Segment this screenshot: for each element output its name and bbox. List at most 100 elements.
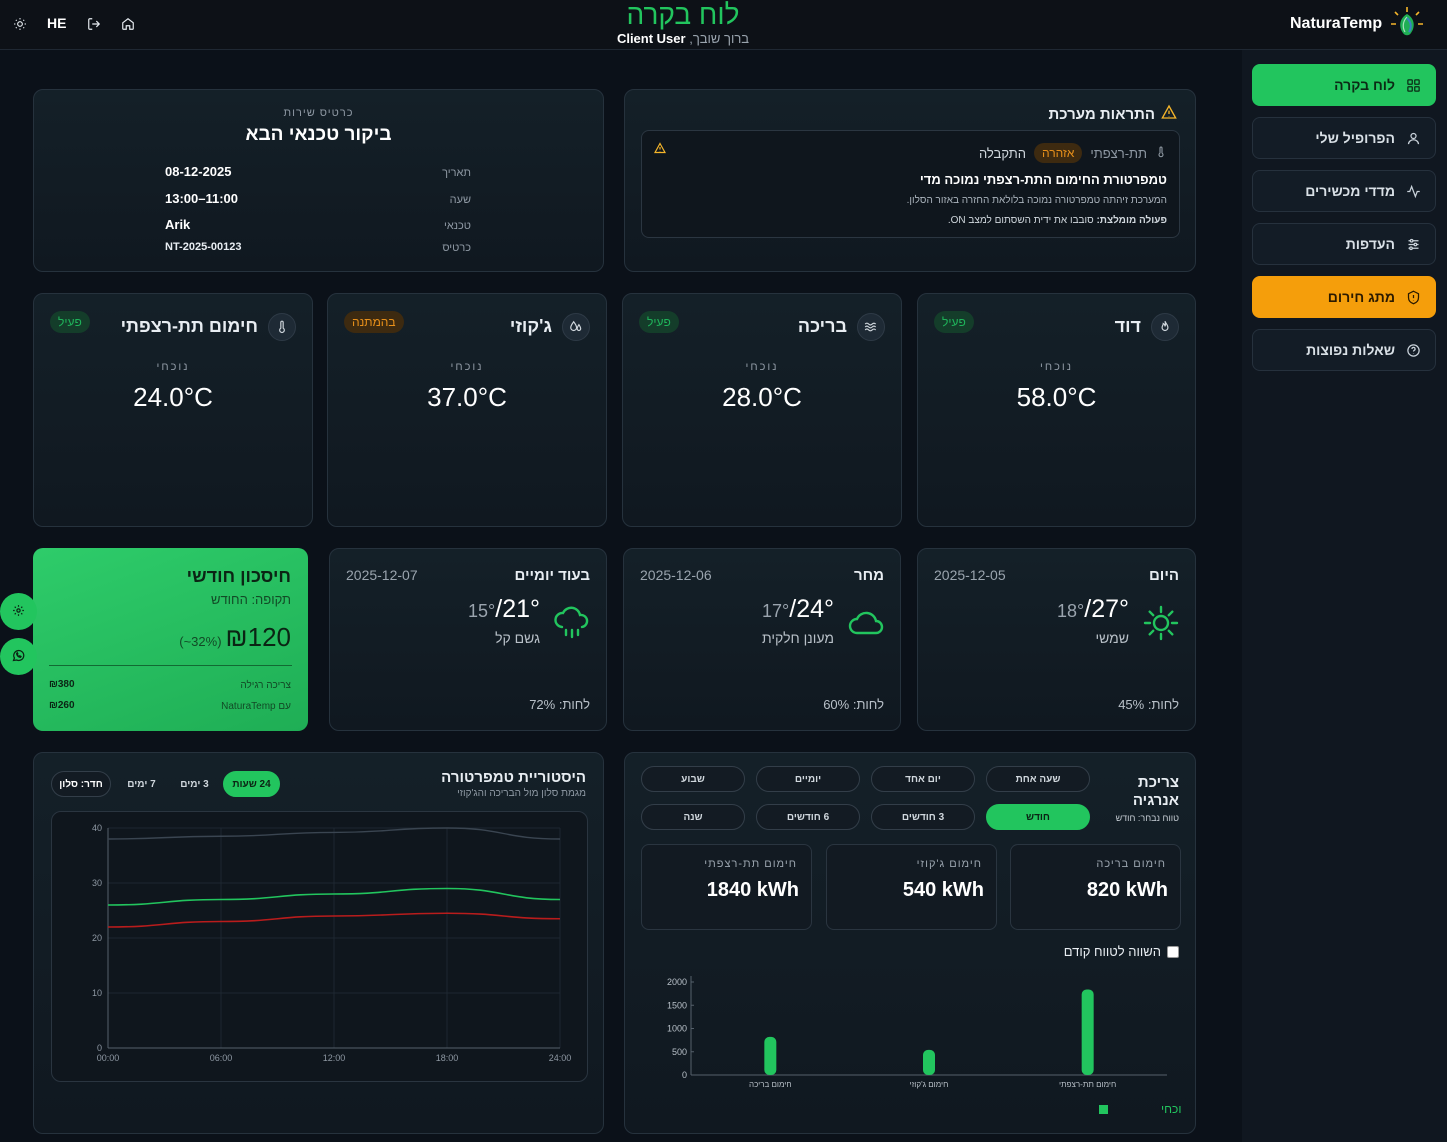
current-label: נוכחי (450, 361, 484, 373)
sidebar-item-label: הפרופיל שלי (1315, 130, 1395, 146)
range-week-button[interactable]: שבוע (641, 766, 745, 792)
brand-logo (1388, 5, 1426, 43)
range-3d-button[interactable]: 3 ימים (180, 778, 209, 790)
sun-icon[interactable] (10, 14, 30, 34)
language-toggle[interactable]: HE (47, 15, 67, 31)
whatsapp-icon (11, 648, 26, 666)
sun-icon (1141, 603, 1181, 643)
cloud-icon (846, 603, 886, 643)
savings-title: חיסכון חודשי (186, 566, 291, 586)
y-tick-label: 0 (97, 1043, 102, 1053)
status-badge: פעיל (50, 311, 90, 333)
alert-description: המערכת זיהתה טמפרטורה נמוכה בלולאת החזרה… (906, 195, 1167, 206)
range-6m-button[interactable]: 6 חודשים (756, 804, 860, 830)
alerts-header: התראות מערכת (1048, 104, 1177, 124)
sidebar-item-profile[interactable]: הפרופיל שלי (1252, 117, 1436, 159)
alert-source: תת-רצפתי (1090, 145, 1147, 161)
device-card-jacuzzi[interactable]: ג'קוזי בהמתנה נוכחי 37.0°C (327, 293, 607, 527)
history-title: היסטוריית טמפרטורה (441, 769, 586, 786)
range-7d-button[interactable]: 7 ימים (127, 778, 156, 790)
savings-period: תקופה: החודש (210, 592, 291, 607)
alert-action-text: סובבו את ידית השסתום למצב ON. (947, 215, 1094, 226)
savings-percent: (~32%) (179, 634, 222, 649)
settings-fab[interactable] (0, 593, 37, 630)
range-1h-button[interactable]: שעה אחת (986, 766, 1090, 792)
device-card-pool[interactable]: בריכה פעיל נוכחי 28.0°C (622, 293, 902, 527)
activity-icon (1405, 183, 1421, 199)
top-header: HE לוח בקרה ברוך שובך, Client User Natur… (0, 0, 1447, 50)
y-tick-label: 1500 (667, 1000, 687, 1010)
weather-low: 17° (762, 601, 790, 621)
energy-card-label: חימום בריכה (1096, 858, 1166, 870)
weather-high: 21° (502, 595, 540, 623)
history-chart-frame: 0 10 20 30 40 00:00 06:00 12:00 18:00 24:00 (51, 811, 588, 1082)
energy-card-pool: חימום בריכה 820 kWh (1010, 844, 1181, 930)
alert-action-label: פעולה מומלצת: (1096, 215, 1167, 226)
sidebar-item-faq[interactable]: שאלות נפוצות (1252, 329, 1436, 371)
greeting: ברוך שובך, Client User (0, 31, 1366, 46)
sidebar-item-device-metrics[interactable]: מדדי מכשירים (1252, 170, 1436, 212)
brand-name: NaturaTemp (1290, 15, 1383, 32)
savings-row-label: עם NaturaTemp (221, 701, 291, 712)
warning-icon (1161, 104, 1177, 124)
savings-amount: ₪120 (225, 622, 291, 652)
sidebar-item-dashboard[interactable]: לוח בקרה (1252, 64, 1436, 106)
y-tick-label: 30 (92, 878, 102, 888)
weather-humidity: לחות: 45% (1118, 697, 1179, 712)
weather-high: 24° (796, 595, 834, 623)
range-2d-button[interactable]: יומיים (756, 766, 860, 792)
droplets-icon (562, 313, 590, 341)
energy-consumption-card: צריכת אנרגיה טווח נבחר: חודש שעה אחת יום… (624, 752, 1196, 1134)
service-time-value: 11:00–13:00 (165, 191, 239, 206)
home-icon[interactable] (118, 14, 138, 34)
alert-headline: טמפרטורת החימום התת-רצפתי נמוכה מדי (919, 172, 1167, 187)
range-24h-button[interactable]: 24 שעות (223, 771, 280, 797)
sidebar-item-emergency-switch[interactable]: מתג חירום (1252, 276, 1436, 318)
y-tick-label: 1000 (667, 1024, 687, 1034)
y-tick-label: 0 (682, 1070, 687, 1080)
compare-checkbox[interactable] (1167, 945, 1179, 958)
alert-level-badge: אזהרה (1033, 143, 1083, 163)
room-select[interactable]: חדר: סלון (51, 771, 111, 797)
energy-range-text: טווח נבחר: חודש (1115, 813, 1179, 823)
device-card-underfloor[interactable]: חימום תת-רצפתי פעיל נוכחי 24.0°C (33, 293, 313, 527)
logout-icon[interactable] (84, 14, 104, 34)
service-kicker: כרטיס שירות (283, 107, 354, 119)
device-name: דוד (1114, 316, 1141, 336)
energy-card-value: 1840 kWh (706, 879, 799, 901)
range-month-button[interactable]: חודש (986, 804, 1090, 830)
history-subtitle: מגמת סלון מול הבריכה והג'קוזי (457, 788, 586, 799)
x-tick-label: 24:00 (549, 1053, 572, 1063)
user-name: Client User (616, 31, 686, 46)
compare-toggle[interactable]: השווה לטווח קודם (1064, 944, 1179, 959)
current-label: נוכחי (745, 361, 779, 373)
whatsapp-fab[interactable] (0, 638, 37, 675)
energy-card-label: חימום ג'קוזי (916, 858, 982, 870)
weather-humidity: לחות: 72% (529, 697, 590, 712)
sidebar-item-preferences[interactable]: העדפות (1252, 223, 1436, 265)
service-date-label: תאריך (442, 167, 471, 179)
weather-date: 2025-12-05 (934, 567, 1006, 583)
status-badge: פעיל (639, 311, 679, 333)
range-year-button[interactable]: שנה (641, 804, 745, 830)
sidebar-item-label: מתג חירום (1327, 289, 1395, 305)
range-1d-button[interactable]: יום אחד (871, 766, 975, 792)
weather-card-tomorrow: מחר 2025-12-06 17°/24° מעונן חלקית לחות:… (623, 548, 901, 731)
service-time-label: שעה (449, 194, 471, 206)
alert-status: התקבלה (978, 145, 1026, 161)
alert-item[interactable]: תת-רצפתי אזהרה התקבלה טמפרטורת החימום הת… (641, 130, 1180, 238)
sidebar-item-label: שאלות נפוצות (1306, 342, 1395, 358)
device-card-boiler[interactable]: דוד פעיל נוכחי 58.0°C (917, 293, 1196, 527)
bar (764, 1036, 777, 1075)
current-label: נוכחי (1039, 361, 1073, 373)
current-temperature: 28.0°C (722, 382, 802, 412)
weather-condition: מעונן חלקית (761, 630, 834, 646)
bar (1081, 989, 1094, 1075)
weather-date: 2025-12-07 (346, 567, 418, 583)
savings-row-value: ₪380 (49, 679, 75, 690)
weather-humidity: לחות: 60% (823, 697, 884, 712)
service-ticket-value: NT-2025-00123 (165, 241, 242, 253)
range-3m-button[interactable]: 3 חודשים (871, 804, 975, 830)
weather-temperature: 18°/27° (1057, 595, 1129, 623)
weather-low: 15° (468, 601, 496, 621)
